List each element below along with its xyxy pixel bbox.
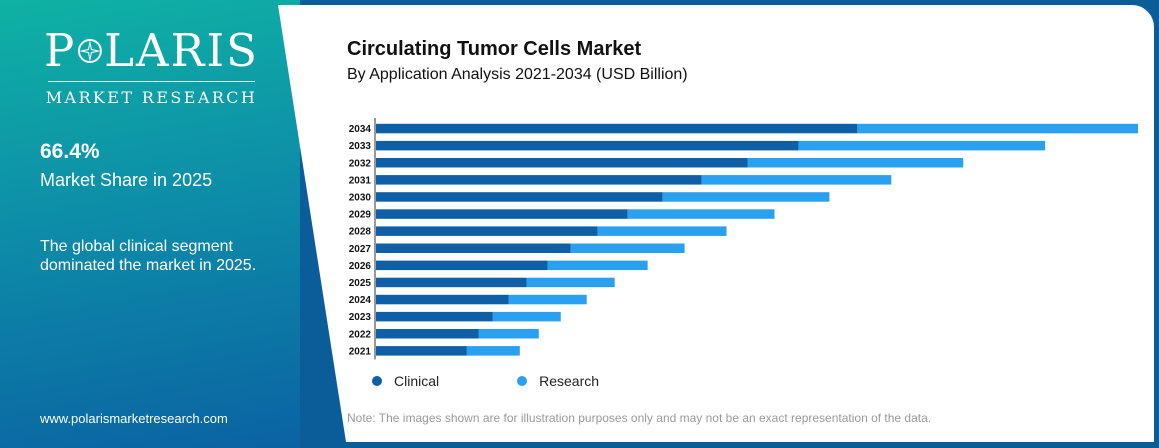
y-tick-label-2022: 2022: [349, 329, 372, 340]
bar-research-2031: [701, 175, 892, 185]
bar-clinical-2027: [376, 243, 571, 253]
bar-research-2028: [597, 226, 727, 236]
bar-research-2024: [508, 294, 587, 305]
bar-research-2026: [547, 260, 648, 271]
logo-wordmark: P LARIS: [44, 28, 259, 73]
legend-swatch-research: [517, 376, 528, 386]
y-tick-label-2021: 2021: [349, 346, 372, 357]
logo-tagline: MARKET RESEARCH: [45, 88, 258, 107]
y-tick-label-2024: 2024: [349, 295, 372, 306]
chart-title: Circulating Tumor Cells Market: [347, 38, 642, 60]
legend-label-clinical: Clinical: [394, 373, 440, 389]
bar-research-2025: [526, 277, 615, 288]
bar-clinical-2025: [376, 277, 527, 288]
chart-subtitle: By Application Analysis 2021-2034 (USD B…: [347, 66, 688, 83]
website-link[interactable]: www.polarismarketresearch.com: [40, 411, 228, 426]
segment-summary: The global clinical segment dominated th…: [40, 238, 257, 274]
left-panel: P LARIS MARKET RESEARCH 66.4% Market Sha…: [0, 0, 300, 448]
bar-clinical-2032: [376, 158, 748, 168]
y-tick-label-2029: 2029: [349, 210, 372, 221]
y-tick-label-2023: 2023: [349, 312, 372, 323]
bar-clinical-2022: [376, 329, 479, 339]
bar-research-2034: [857, 123, 1138, 134]
legend-item-research: Research: [517, 373, 599, 389]
y-tick-label-2033: 2033: [349, 141, 372, 152]
bar-research-2022: [478, 329, 539, 339]
market-share-label: Market Share in 2025: [40, 170, 213, 190]
y-tick-label-2026: 2026: [349, 261, 372, 272]
market-share-value: 66.4%: [40, 140, 100, 163]
bar-clinical-2028: [376, 226, 598, 236]
bar-clinical-2021: [376, 346, 467, 356]
legend-item-clinical: Clinical: [372, 373, 439, 389]
y-tick-label-2027: 2027: [349, 244, 372, 255]
bar-research-2032: [747, 158, 964, 168]
y-tick-label-2025: 2025: [349, 278, 372, 289]
disclaimer-note: Note: The images shown are for illustrat…: [347, 411, 932, 425]
bar-clinical-2023: [376, 311, 493, 322]
logo-letters: LARIS: [104, 24, 259, 77]
legend-swatch-clinical: [372, 376, 382, 386]
bar-research-2023: [492, 311, 561, 322]
stacked-bar-chart: 2034 2033 2032 2031 2030 2029 2028 2027 2026 2025…: [349, 118, 1138, 360]
logo-divider: [48, 81, 255, 82]
bar-clinical-2026: [376, 260, 548, 271]
bar-clinical-2024: [376, 294, 509, 305]
y-tick-label-2028: 2028: [349, 227, 372, 238]
y-tick-label-2030: 2030: [349, 192, 372, 203]
logo-letter: P: [44, 24, 77, 77]
bar-research-2021: [466, 346, 520, 356]
bar-clinical-2034: [376, 123, 858, 134]
y-tick-label-2031: 2031: [349, 175, 372, 186]
bar-research-2029: [627, 209, 775, 219]
bar-clinical-2031: [376, 175, 702, 185]
compass-star-icon: [78, 38, 103, 63]
y-tick-label-2034: 2034: [349, 124, 372, 135]
bar-research-2027: [570, 243, 685, 253]
bar-research-2033: [798, 140, 1046, 151]
y-tick-label-2032: 2032: [349, 158, 372, 169]
bar-clinical-2033: [376, 140, 799, 151]
chart-card: Circulating Tumor Cells Market By Applic…: [278, 5, 1154, 442]
legend-label-research: Research: [539, 373, 600, 389]
bar-research-2030: [662, 192, 830, 202]
polaris-logo: P LARIS MARKET RESEARCH: [44, 28, 259, 107]
bar-clinical-2030: [376, 192, 663, 202]
bar-clinical-2029: [376, 209, 628, 219]
chart-legend: Clinical Research: [372, 373, 677, 389]
